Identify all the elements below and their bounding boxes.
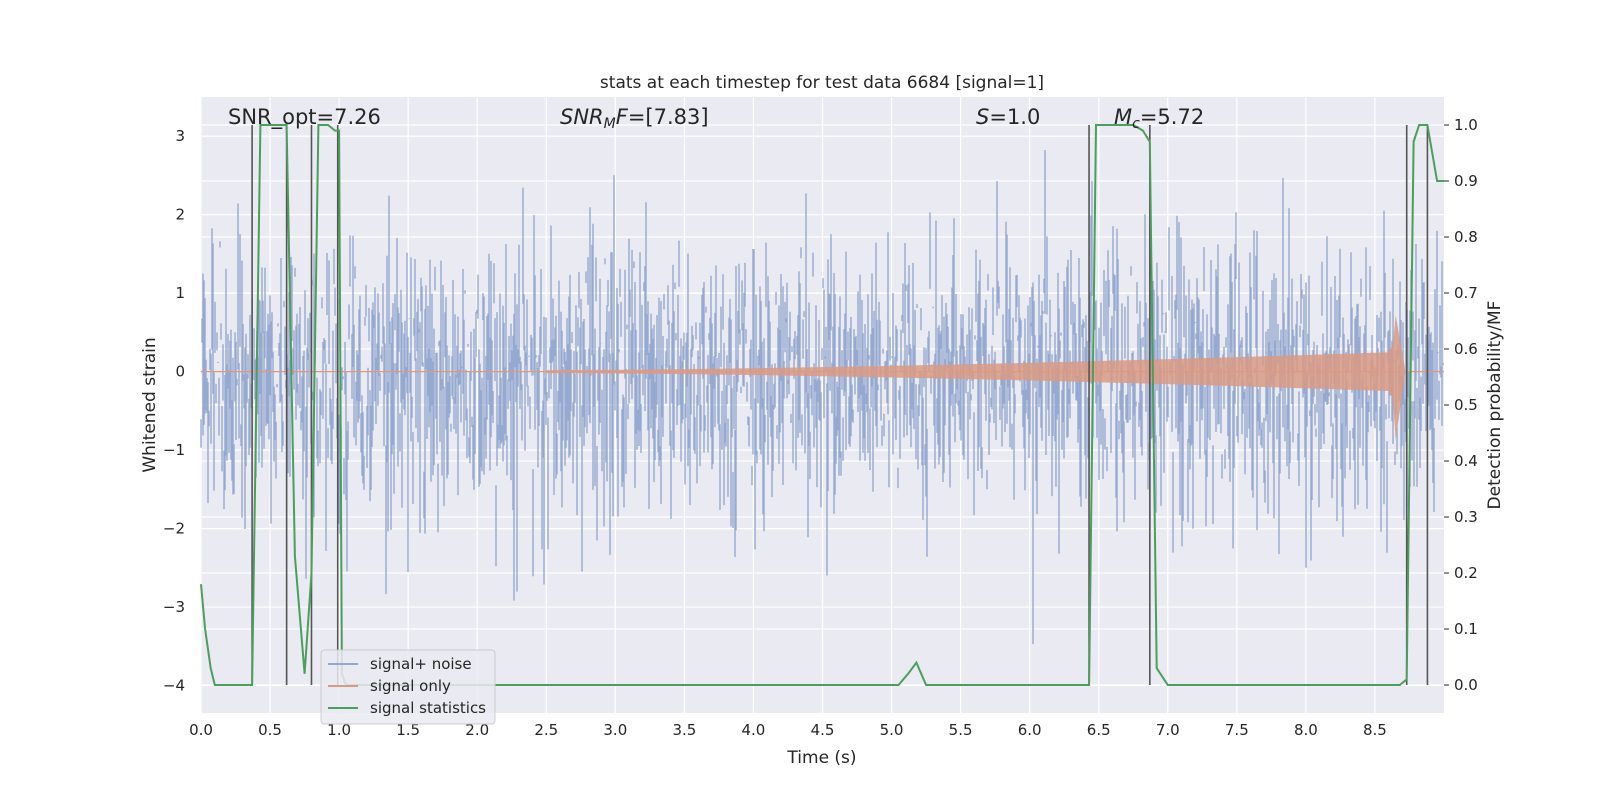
y-tick-label-right: 0.5 [1454,396,1478,414]
y-tick-label-right: 0.0 [1454,676,1478,694]
x-tick-label: 5.5 [949,721,973,739]
x-tick-label: 5.0 [880,721,904,739]
y-tick-label-right: 0.6 [1454,340,1478,358]
y-tick-label-right: 0.2 [1454,564,1478,582]
y-tick-label-right: 1.0 [1454,116,1478,134]
s-value: =1.0 [989,105,1040,129]
x-tick-label: 2.5 [534,721,558,739]
annotation-s: S=1.0 [976,105,1040,129]
y-tick-label-left: 2 [175,206,185,224]
x-tick-label: 6.5 [1087,721,1111,739]
annotation-snr-mf: SNRMF=[7.83] [560,105,709,132]
y-tick-label-right: 0.4 [1454,452,1478,470]
x-tick-label: 3.0 [603,721,627,739]
mc-main: M [1114,105,1132,129]
y-tick-label-right: 0.1 [1454,620,1478,638]
y-tick-label-left: −4 [163,677,185,695]
y-tick-label-left: 3 [175,127,185,145]
snr-mf-value: =[7.83] [628,105,709,129]
mc-value: =5.72 [1140,105,1204,129]
snr-mf-italic: F [616,105,629,129]
y-tick-label-right: 0.7 [1454,284,1478,302]
x-axis-label: Time (s) [786,748,856,768]
annotation-snr-opt: SNR_opt=7.26 [228,105,381,130]
x-tick-label: 4.0 [742,721,766,739]
legend-label-signal-noise: signal+ noise [370,655,472,673]
s-italic: S [976,105,989,129]
y-tick-label-right: 0.8 [1454,228,1478,246]
y-tick-label-left: −3 [163,598,185,616]
x-tick-label: 8.5 [1363,721,1387,739]
y-tick-label-left: −2 [163,520,185,538]
x-tick-label: 6.0 [1018,721,1042,739]
x-tick-label: 7.5 [1225,721,1249,739]
x-tick-label: 4.5 [811,721,835,739]
x-tick-label: 0.0 [189,721,213,739]
y-tick-label-left: −1 [163,441,185,459]
y-tick-label-left: 0 [175,363,185,381]
snr-mf-main: SNR [560,105,604,129]
legend: signal+ noise signal only signal statist… [321,650,495,724]
legend-label-signal-statistics: signal statistics [370,699,486,717]
x-tick-label: 8.0 [1294,721,1318,739]
x-tick-label: 0.5 [258,721,282,739]
annotation-mc: Mc=5.72 [1114,105,1204,132]
x-tick-label: 3.5 [672,721,696,739]
y-axis-label-right: Detection probability/MF [1485,301,1505,510]
y-tick-label-right: 0.9 [1454,172,1478,190]
y-axis-label-left: Whitened strain [140,337,160,472]
legend-label-signal-only: signal only [370,677,451,695]
y-tick-label-right: 0.3 [1454,508,1478,526]
x-tick-label: 7.0 [1156,721,1180,739]
y-tick-label-left: 1 [175,284,185,302]
chart-title: stats at each timestep for test data 668… [600,73,1044,93]
snr-mf-sub: M [604,116,616,132]
